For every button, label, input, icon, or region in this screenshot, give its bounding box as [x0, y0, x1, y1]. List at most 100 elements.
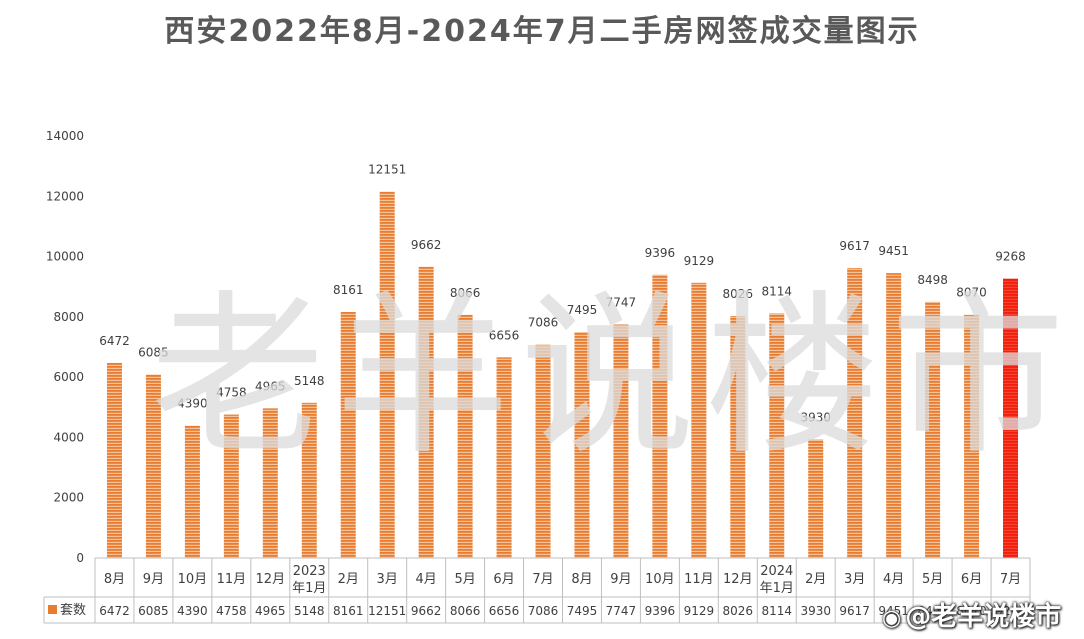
bar — [340, 312, 356, 558]
table-value: 9617 — [839, 604, 870, 618]
bar — [535, 344, 551, 558]
data-label: 9129 — [684, 254, 715, 268]
data-label: 6085 — [138, 346, 169, 360]
data-label: 6472 — [99, 334, 130, 348]
category-label: 10月 — [645, 572, 675, 587]
bar — [184, 425, 200, 558]
category-label: 8月 — [104, 572, 125, 587]
table-value: 7747 — [606, 604, 637, 618]
table-value: 9129 — [684, 604, 715, 618]
bar — [730, 316, 746, 558]
bar — [1003, 278, 1019, 558]
y-tick-label: 10000 — [46, 250, 84, 264]
category-label: 10月 — [178, 572, 208, 587]
table-value: 8026 — [723, 604, 754, 618]
category-label: 4月 — [416, 572, 437, 587]
category-label: 11月 — [217, 572, 247, 587]
table-value: 6656 — [489, 604, 520, 618]
table-value: 9451 — [878, 604, 909, 618]
bar — [964, 314, 980, 558]
bar — [223, 414, 239, 558]
category-label: 11月 — [684, 572, 714, 587]
bar — [574, 332, 590, 558]
y-tick-label: 0 — [76, 551, 84, 565]
bar — [691, 282, 707, 558]
y-axis: 0 2000 4000 6000 8000 10000 12000 14000 — [46, 129, 84, 565]
data-label: 3930 — [800, 411, 831, 425]
table-value: 4965 — [255, 604, 286, 618]
category-label: 3月 — [844, 572, 865, 587]
table-value: 9396 — [645, 604, 676, 618]
legend-label: 套数 — [60, 602, 86, 618]
bar — [886, 273, 902, 558]
table-value: 8161 — [333, 604, 364, 618]
data-label: 9396 — [645, 246, 676, 260]
bar — [496, 357, 512, 558]
category-label: 2月 — [338, 572, 359, 587]
bar — [457, 314, 473, 558]
category-label: 12月 — [256, 572, 286, 587]
data-table: 8月 9月 10月 11月 12月 2023 年1月 2月 3月 4月 5月 6月 7月 8月 9月 10月 1… — [43, 557, 1031, 624]
bar — [262, 408, 278, 558]
bar-series — [106, 191, 1019, 559]
data-label: 8026 — [723, 287, 754, 301]
table-value: 8070 — [956, 604, 987, 618]
category-label: 12月 — [723, 572, 753, 587]
y-tick-label: 4000 — [53, 430, 84, 444]
bar — [808, 439, 824, 558]
table-value: 12151 — [368, 604, 406, 618]
data-label: 7086 — [528, 315, 559, 329]
data-label: 8161 — [333, 283, 364, 297]
data-label: 5148 — [294, 374, 325, 388]
category-label: 9月 — [143, 572, 164, 587]
table-value: 8066 — [450, 604, 481, 618]
bar — [769, 313, 785, 558]
y-tick-label: 6000 — [53, 370, 84, 384]
table-value: 7495 — [567, 604, 598, 618]
category-label: 2月 — [805, 572, 826, 587]
table-value: 8498 — [917, 604, 948, 618]
bar — [301, 402, 317, 558]
category-label: 2024 — [760, 564, 793, 579]
category-label: 7月 — [1000, 572, 1021, 587]
data-label: 9617 — [839, 239, 870, 253]
bar — [652, 274, 668, 558]
table-value: 6085 — [138, 604, 169, 618]
category-label: 4月 — [883, 572, 904, 587]
table-value: 4758 — [216, 604, 247, 618]
data-label: 12151 — [368, 163, 406, 177]
data-label: 4758 — [216, 386, 247, 400]
data-label: 7747 — [606, 295, 637, 309]
category-label: 5月 — [454, 572, 475, 587]
data-label: 8114 — [761, 284, 792, 298]
table-value: 4390 — [177, 604, 208, 618]
data-label: 9268 — [995, 250, 1026, 264]
data-label: 6656 — [489, 328, 520, 342]
data-label: 9451 — [878, 244, 909, 258]
y-tick-label: 14000 — [46, 129, 84, 143]
category-label: 7月 — [532, 572, 553, 587]
bar — [418, 266, 434, 558]
data-label: 8498 — [917, 273, 948, 287]
legend-swatch — [48, 605, 57, 614]
data-labels: 6472 6085 4390 4758 4965 5148 8161 12151 9662 806… — [99, 163, 1026, 425]
bar — [145, 374, 161, 558]
data-label: 8066 — [450, 286, 481, 300]
data-label: 7495 — [567, 303, 598, 317]
bar — [379, 191, 395, 559]
category-label: 9月 — [610, 572, 631, 587]
bar — [925, 301, 941, 558]
table-value: 7086 — [528, 604, 559, 618]
bar — [106, 362, 122, 558]
table-value: 9268 — [995, 604, 1026, 618]
data-label: 8070 — [956, 286, 987, 300]
table-value: 6472 — [99, 604, 130, 618]
table-value: 3930 — [800, 604, 831, 618]
data-label: 9662 — [411, 238, 442, 252]
chart-title: 西安2022年8月-2024年7月二手房网签成交量图示 — [164, 14, 920, 49]
category-label: 6月 — [493, 572, 514, 587]
data-label: 4390 — [177, 397, 208, 411]
y-tick-label: 12000 — [46, 189, 84, 203]
table-value: 5148 — [294, 604, 325, 618]
